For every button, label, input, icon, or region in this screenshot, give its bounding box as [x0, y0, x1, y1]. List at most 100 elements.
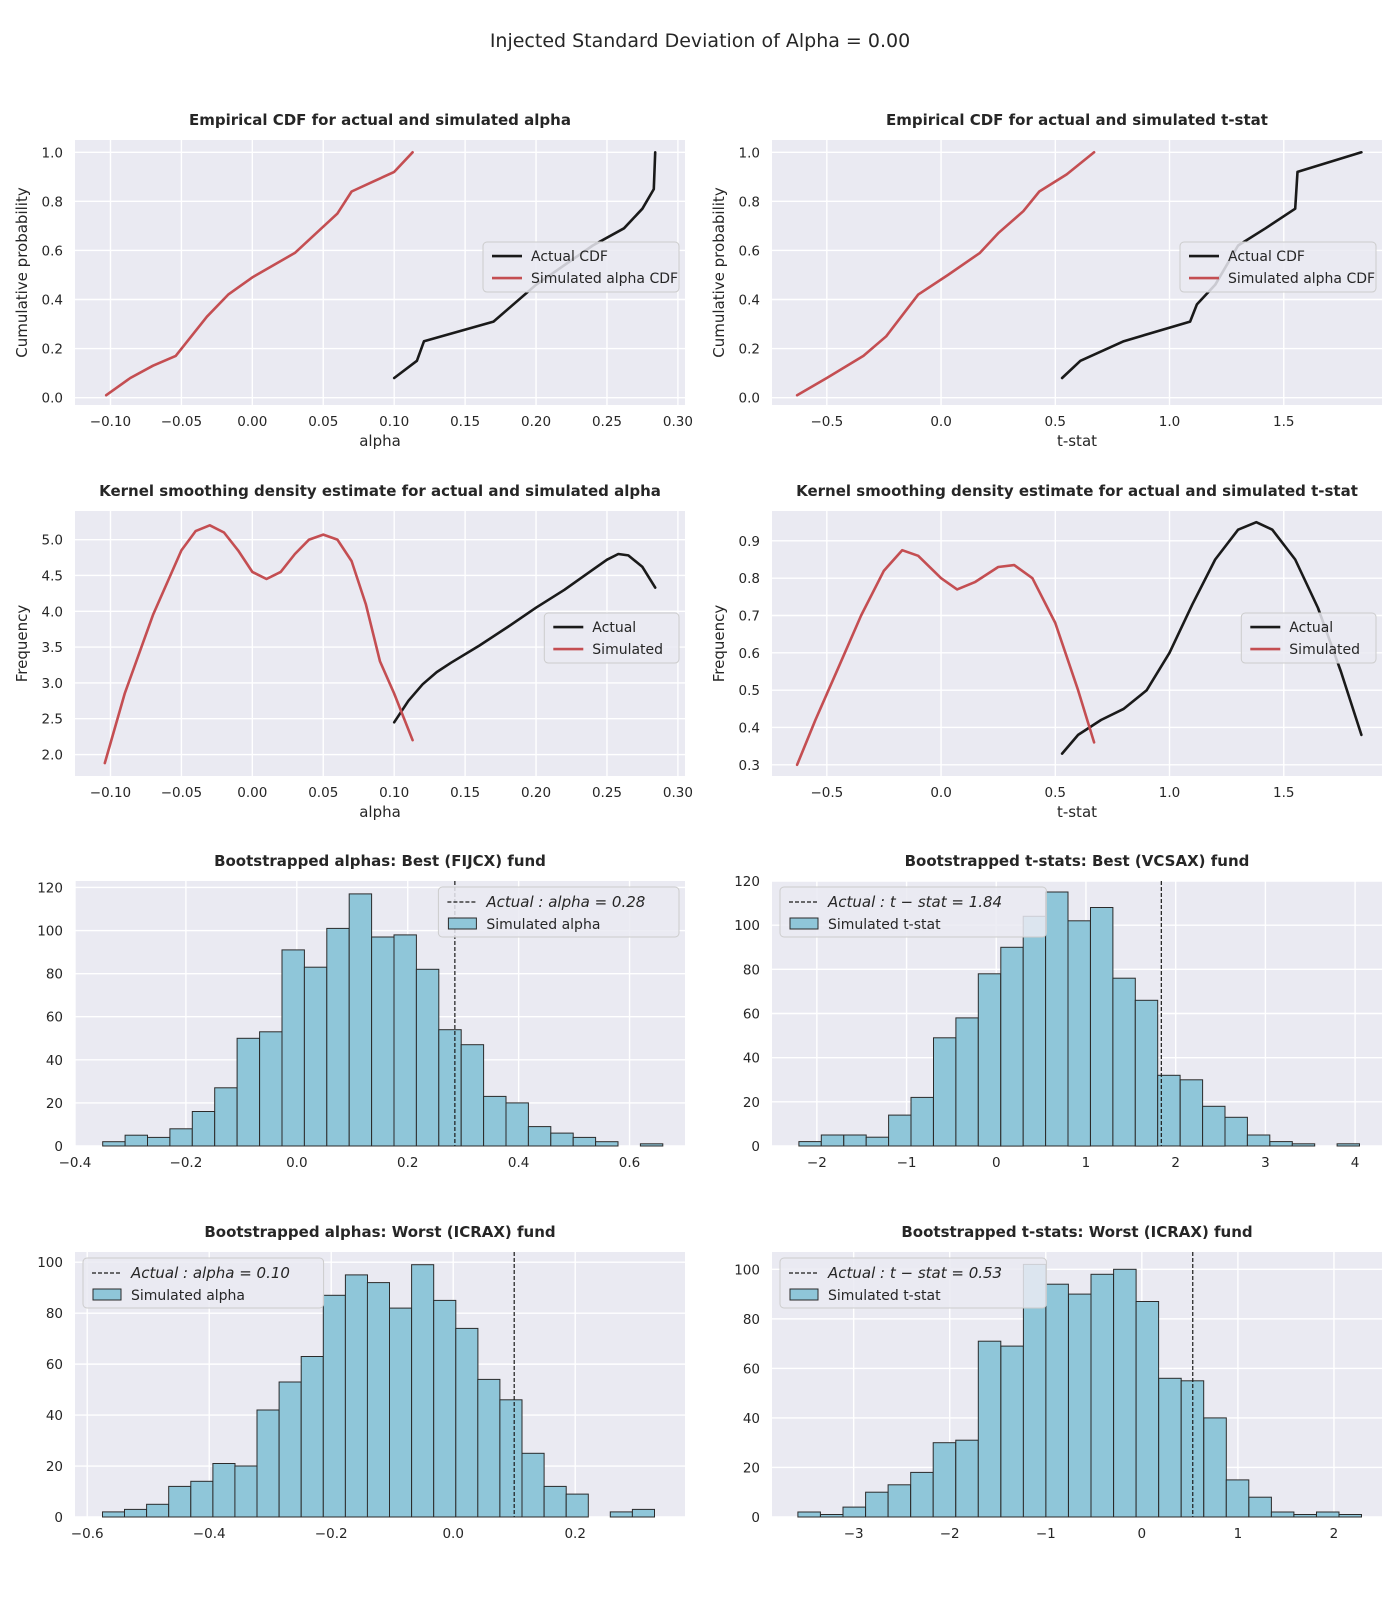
legend-swatch	[447, 917, 477, 930]
y-tick-label: 0.6	[739, 243, 760, 259]
histogram-bar	[609, 1511, 633, 1518]
histogram-bar	[550, 1132, 574, 1147]
x-tick-label: 0	[992, 1155, 1001, 1171]
histogram-bar	[842, 1506, 866, 1518]
legend: Actual : alpha = 0.10 Simulated alpha	[82, 1257, 325, 1309]
figure-suptitle: Injected Standard Deviation of Alpha = 0…	[490, 30, 910, 52]
y-tick-label: 120	[37, 880, 63, 896]
chart-title: Bootstrapped alphas: Worst (ICRAX) fund	[204, 1223, 555, 1241]
legend-box	[779, 886, 1047, 938]
chart-title: Bootstrapped t-stats: Worst (ICRAX) fund	[901, 1223, 1252, 1241]
x-tick-label: 0.0	[930, 414, 951, 430]
legend: Actual CDF Simulated alpha CDF	[1179, 241, 1377, 293]
series-line	[103, 523, 414, 765]
histogram-bar	[300, 1356, 324, 1518]
histogram-bar	[798, 1141, 822, 1147]
x-tick-label: 1	[1082, 1155, 1091, 1171]
histogram-bar	[797, 1511, 821, 1518]
histogram-bar	[1000, 1345, 1024, 1518]
histogram-bar	[371, 936, 395, 1147]
y-tick-label: 5.0	[42, 533, 63, 549]
histogram-bar	[483, 1095, 507, 1147]
histogram-bar	[415, 968, 440, 1147]
x-tick-label: −1	[1036, 1526, 1056, 1542]
x-tick-label: 0.10	[379, 414, 409, 430]
histogram-bar	[124, 1508, 148, 1518]
histogram-bar	[1338, 1514, 1362, 1518]
y-tick-label: 0	[751, 1510, 760, 1526]
histogram-bar	[843, 1134, 867, 1147]
legend-swatch	[789, 917, 819, 930]
y-tick-label: 60	[46, 1010, 63, 1026]
legend: Actual : t − stat = 1.84 Simulated t-stat	[779, 886, 1047, 938]
histogram-bar	[1203, 1417, 1227, 1518]
histogram-bar	[865, 1491, 889, 1518]
histogram-bar	[102, 1141, 126, 1147]
legend-entry: Actual : alpha = 0.28	[485, 893, 645, 911]
histogram-bar	[278, 1381, 302, 1518]
histogram-bar	[411, 1264, 435, 1518]
y-tick-label: 0.2	[739, 342, 760, 358]
y-tick-label: 0.3	[739, 758, 760, 774]
y-tick-label: 20	[46, 1096, 63, 1112]
chart-boot-alpha-worst: −0.6 −0.4 −0.2 0.0 0.2 0 20 40 60 80 100 Bootstrapp…	[37, 1223, 685, 1542]
x-tick-label: −0.6	[71, 1526, 104, 1542]
y-tick-label: 0.6	[42, 243, 63, 259]
x-tick-label: 0.0	[286, 1155, 307, 1171]
y-tick-label: 0.4	[42, 292, 63, 308]
histogram-bar	[168, 1485, 192, 1518]
y-tick-label: 20	[743, 1095, 760, 1111]
y-tick-label: 0.9	[739, 534, 760, 550]
chart-title: Empirical CDF for actual and simulated t…	[886, 111, 1268, 129]
x-tick-label: −0.05	[161, 785, 202, 801]
legend: Actual Simulated	[1240, 612, 1377, 664]
x-tick-label: 1	[1234, 1526, 1243, 1542]
y-tick-label: 40	[46, 1053, 63, 1069]
histogram-bar	[865, 1136, 890, 1147]
x-tick-label: 0.00	[237, 414, 267, 430]
y-axis-label: Cumulative probability	[710, 187, 728, 358]
y-tick-label: 80	[46, 967, 63, 983]
histogram-bar	[977, 973, 1002, 1147]
chart-title: Kernel smoothing density estimate for ac…	[99, 482, 661, 500]
y-tick-label: 0.6	[739, 646, 760, 662]
x-tick-label: −0.10	[90, 414, 131, 430]
histogram-bar	[1113, 1268, 1137, 1518]
histogram-bar	[433, 1299, 457, 1518]
x-tick-label: 3	[1261, 1155, 1270, 1171]
legend-box	[482, 241, 680, 293]
legend-entry: Simulated t-stat	[828, 1288, 941, 1304]
y-tick-label: 3.0	[42, 676, 63, 692]
histogram-bar	[234, 1465, 258, 1518]
histogram-bar	[124, 1134, 148, 1147]
x-tick-label: 0.5	[1045, 785, 1066, 801]
histogram-bar	[639, 1143, 664, 1147]
x-tick-label: 0.30	[663, 414, 693, 430]
y-axis-label: Frequency	[13, 605, 31, 683]
histogram-bar	[169, 1128, 193, 1147]
x-tick-label: −0.2	[170, 1155, 203, 1171]
histogram-bar	[236, 1037, 261, 1147]
legend-entry: Actual	[592, 620, 636, 636]
series-line	[795, 151, 1096, 397]
histogram-bar	[1316, 1511, 1340, 1518]
histogram-bar	[527, 1126, 552, 1147]
chart-boot-alpha-best: −0.4 −0.2 0.0 0.2 0.4 0.6 0 20 40 60 80 100 120 Boots…	[37, 852, 685, 1171]
y-tick-label: 0.2	[42, 342, 63, 358]
legend-entry: Simulated alpha CDF	[1228, 271, 1375, 287]
legend-box	[82, 1257, 325, 1309]
y-tick-label: 120	[734, 874, 760, 890]
x-tick-label: 0	[1138, 1526, 1147, 1542]
histogram-bar	[820, 1514, 844, 1518]
y-tick-label: 0	[54, 1510, 63, 1526]
x-tick-label: 0.30	[663, 785, 693, 801]
legend-entry: Actual CDF	[1228, 249, 1305, 265]
legend-entry: Actual CDF	[531, 249, 608, 265]
y-tick-label: 0.8	[739, 194, 760, 210]
legend-box	[1179, 241, 1377, 293]
x-tick-label: 0.15	[450, 785, 480, 801]
y-tick-label: 100	[734, 918, 760, 934]
series-line	[104, 151, 414, 397]
